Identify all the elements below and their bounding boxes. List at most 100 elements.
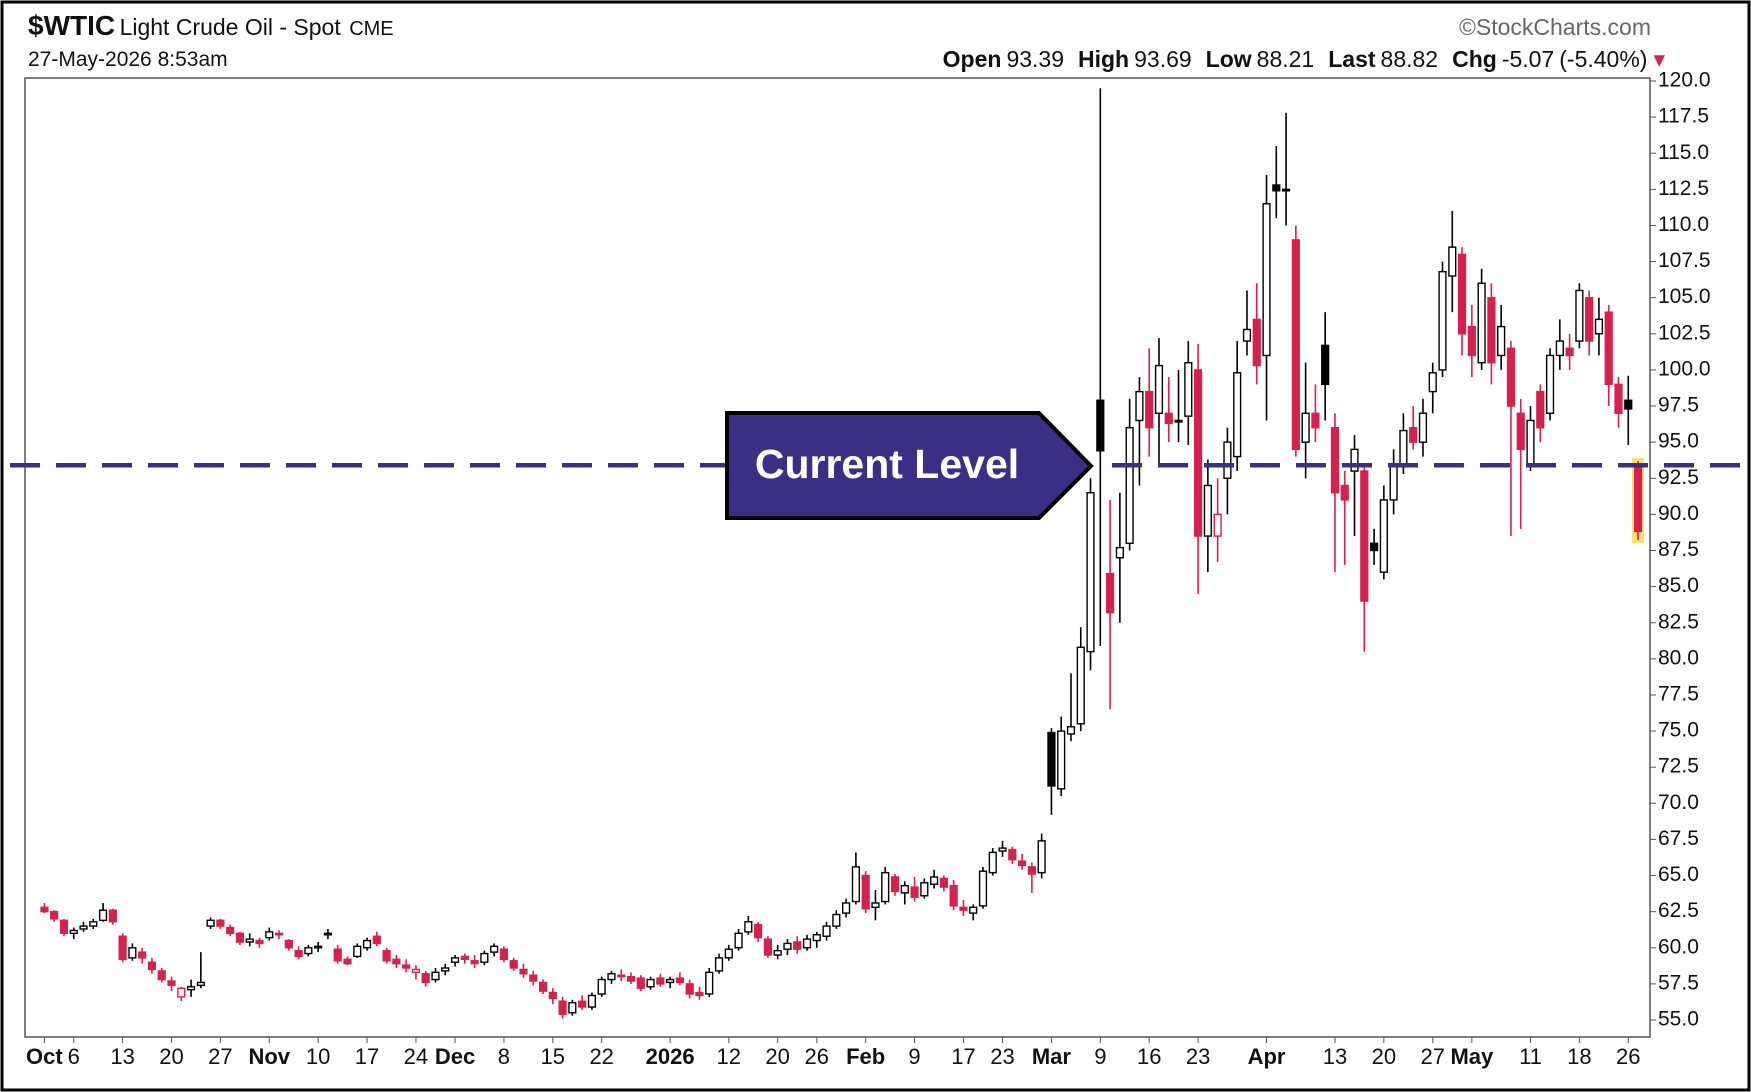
candle-body	[656, 977, 665, 985]
y-tick-label: 105.0	[1658, 285, 1711, 308]
quote-value: 93.69	[1134, 46, 1192, 72]
x-tick-label: 20	[1372, 1044, 1396, 1069]
candle-body	[147, 961, 157, 971]
candle-body	[490, 945, 499, 953]
candle-body	[333, 948, 342, 962]
y-tick-label: 70.0	[1658, 791, 1699, 814]
candle-body	[108, 909, 117, 923]
candle-body	[382, 949, 391, 962]
candle-body	[1360, 470, 1369, 602]
quote-value: 88.82	[1380, 46, 1439, 72]
y-tick-label: 65.0	[1658, 863, 1699, 886]
y-tick-label: 95.0	[1658, 430, 1699, 453]
candle-body	[294, 949, 303, 958]
candle-body	[509, 960, 518, 969]
candle-body	[1262, 203, 1271, 357]
candle-body	[949, 884, 958, 907]
candle-body	[910, 886, 919, 898]
candle-body	[988, 851, 997, 874]
candle-body	[167, 980, 176, 987]
quote-value: 88.21	[1256, 46, 1315, 72]
x-tick-label: 2026	[646, 1044, 695, 1069]
y-tick-label: 85.0	[1658, 574, 1699, 597]
candle-body	[118, 935, 127, 961]
candle-body	[50, 910, 59, 920]
candle-body	[1536, 390, 1545, 429]
y-tick-label: 62.5	[1658, 899, 1699, 922]
candle-body	[1604, 311, 1613, 386]
y-tick-label: 102.5	[1658, 321, 1711, 344]
candle-body	[793, 941, 802, 950]
candle-body	[607, 973, 616, 981]
quote-row: Open 93.39 High 93.69 Low 88.21 Last 88.82 Chg -5…	[929, 46, 1665, 73]
instrument-name: Light Crude Oil - Spot	[119, 14, 341, 40]
candle-body	[587, 994, 597, 1008]
candle-body	[480, 952, 489, 963]
candle-body	[245, 938, 254, 943]
candle-body	[920, 882, 929, 897]
y-tick-label: 57.5	[1658, 971, 1699, 994]
candle-body	[304, 947, 313, 955]
quote-label: Low	[1205, 46, 1252, 72]
x-tick-label: 23	[1186, 1044, 1210, 1069]
candle-body	[1164, 412, 1173, 425]
x-tick-label: 16	[1137, 1044, 1161, 1069]
candle-body	[411, 968, 421, 974]
candle-body	[705, 971, 714, 995]
x-tick-label: 27	[208, 1044, 232, 1069]
y-tick-label: 117.5	[1658, 105, 1709, 128]
candle-body	[1291, 239, 1300, 451]
candle-body	[323, 932, 333, 936]
candle-body	[1018, 860, 1027, 867]
down-arrow: ▾	[1653, 46, 1665, 72]
candle-body	[558, 1000, 567, 1015]
candle-body	[1008, 848, 1017, 861]
candle-body	[1614, 383, 1623, 414]
candle-body	[548, 991, 557, 1000]
candle-body	[499, 948, 509, 961]
candle-body	[1174, 419, 1183, 423]
timestamp: 27-May-2026 8:53am	[28, 48, 228, 71]
y-tick-label: 55.0	[1658, 1008, 1699, 1031]
x-tick-label: 20	[159, 1044, 183, 1069]
x-tick-label: 18	[1567, 1044, 1591, 1069]
candle-body	[695, 991, 704, 997]
candle-body	[763, 938, 772, 956]
candle-body	[1633, 464, 1643, 533]
x-tick-label: Nov	[248, 1044, 290, 1069]
x-tick-label: 13	[110, 1044, 134, 1069]
x-tick-label: 9	[1094, 1044, 1106, 1069]
candle-body	[626, 975, 636, 982]
candle-body	[69, 929, 78, 935]
candle-body	[675, 977, 685, 984]
candle-body	[519, 968, 528, 975]
x-tick-label: Apr	[1248, 1044, 1286, 1069]
candle-body	[1457, 253, 1467, 335]
plot-border	[24, 77, 1651, 1038]
candle-body	[1497, 325, 1506, 357]
candle-body	[959, 906, 968, 911]
candle-body	[900, 884, 909, 894]
candle-body	[666, 978, 675, 984]
candle-body	[851, 866, 860, 903]
candle-body	[1066, 726, 1076, 735]
candle-body	[470, 960, 479, 965]
candle-body	[1321, 344, 1330, 386]
candle-body	[714, 957, 724, 972]
candle-body	[1242, 328, 1252, 342]
x-tick-label: 20	[765, 1044, 789, 1069]
y-tick-label: 120.0	[1658, 69, 1711, 92]
candle-body	[1594, 318, 1604, 335]
candle-body	[773, 949, 782, 956]
y-tick-label: 112.5	[1658, 177, 1709, 200]
candle-body	[177, 987, 186, 998]
candle-body	[1311, 412, 1320, 429]
candle-body	[314, 945, 323, 949]
candle-body	[930, 876, 939, 885]
x-tick-label: 23	[990, 1044, 1014, 1069]
x-tick-label: Mar	[1032, 1044, 1072, 1069]
x-tick-label: 11	[1519, 1044, 1542, 1069]
candle-body	[1037, 840, 1046, 874]
x-tick-label: 10	[306, 1044, 330, 1069]
